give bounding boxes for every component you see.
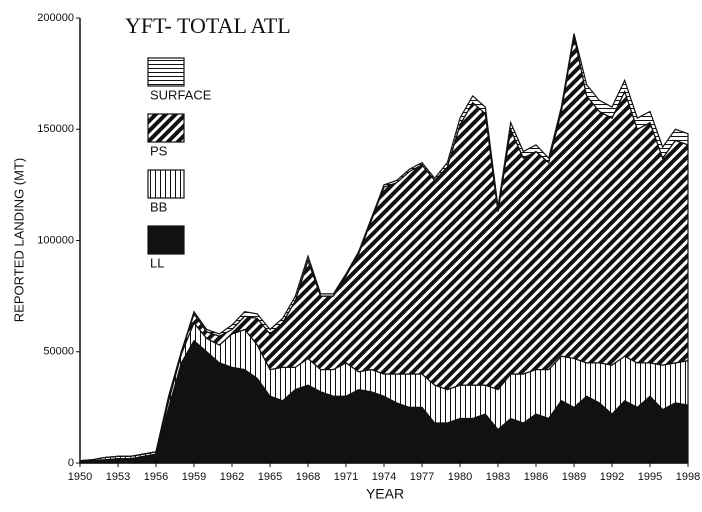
x-tick-label: 1983 [486,471,510,483]
x-tick-label: 1959 [182,471,206,483]
legend-label: SURFACE [150,87,212,102]
x-tick-label: 1971 [334,471,358,483]
x-axis-label: YEAR [366,486,404,502]
x-tick-label: 1995 [638,471,662,483]
x-tick-label: 1977 [410,471,434,483]
y-tick-label: 0 [68,457,74,469]
x-tick-label: 1998 [676,471,700,483]
legend-label: PS [150,143,168,158]
x-tick-label: 1953 [106,471,130,483]
y-tick-label: 50000 [43,346,74,358]
legend-swatch [147,113,185,143]
legend-swatch [147,169,185,199]
chart-title: YFT- TOTAL ATL [125,13,291,38]
x-tick-label: 1989 [562,471,586,483]
x-tick-label: 1956 [144,471,168,483]
x-tick-label: 1962 [220,471,244,483]
x-tick-label: 1986 [524,471,548,483]
area [79,33,689,462]
x-tick-label: 1965 [258,471,282,483]
legend-swatch [147,57,185,87]
x-tick-label: 1950 [68,471,92,483]
legend-label: LL [150,255,164,270]
y-tick-label: 150000 [37,123,74,135]
y-axis-label: REPORTED LANDING (MT) [11,158,26,322]
y-tick-label: 100000 [37,234,74,246]
x-tick-label: 1980 [448,471,472,483]
legend-label: BB [150,199,167,214]
x-tick-label: 1992 [600,471,624,483]
x-tick-label: 1974 [372,471,396,483]
legend-swatch [147,225,185,255]
x-tick-label: 1968 [296,471,320,483]
y-tick-label: 200000 [37,12,74,24]
